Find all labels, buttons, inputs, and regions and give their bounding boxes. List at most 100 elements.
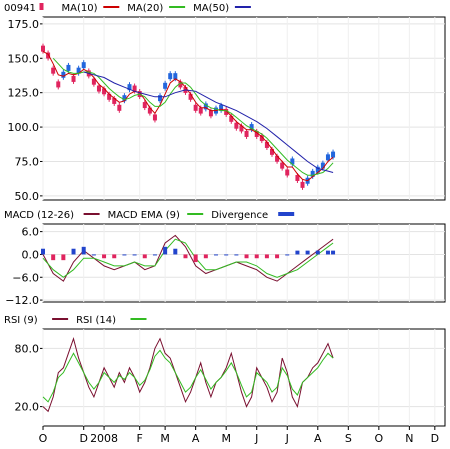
rsi-panel: 80.0 20.0 RSI (9) RSI (14) (4, 315, 446, 427)
candle-body (61, 71, 66, 78)
candle-body (295, 174, 300, 181)
divergence-bar (41, 248, 45, 255)
candle-body (275, 155, 280, 162)
legend-label: MACD (12-26) (4, 210, 74, 221)
divergence-bar (224, 254, 229, 256)
candle-body (264, 141, 269, 148)
y-tick-label: 175.0 (8, 18, 40, 31)
candle-body (168, 73, 173, 80)
candle-body (76, 67, 81, 74)
candle-body (142, 102, 147, 109)
divergence-bar (61, 254, 66, 261)
x-tick-label: F (137, 432, 143, 445)
bar-icon (278, 212, 295, 216)
candle-body (325, 154, 330, 161)
divergence-bar (81, 246, 86, 255)
candle-body (259, 135, 264, 142)
y-tick-label: 80.0 (15, 342, 40, 355)
candle-body (320, 162, 325, 169)
y-tick-label: −6.0 (12, 271, 39, 284)
candle-body (163, 82, 168, 89)
y-tick-label: 100.0 (8, 121, 40, 134)
divergence-bar (193, 254, 198, 263)
candle-body (132, 85, 137, 92)
candle-body (41, 45, 45, 52)
divergence-bar (315, 250, 320, 255)
candle-body (122, 95, 127, 102)
x-tick-label: J (285, 432, 289, 445)
candle-body (112, 97, 117, 104)
y-tick-label: 50.0 (15, 190, 40, 203)
series-line-ma-50- (83, 71, 334, 173)
x-tick-label: D (431, 432, 439, 445)
divergence-bar (173, 248, 178, 255)
series-line-macd-12-26- (42, 234, 334, 282)
x-tick-label: A (314, 432, 322, 445)
divergence-bar (142, 254, 147, 259)
divergence-bar (112, 254, 117, 259)
y-tick-label: 150.0 (8, 52, 40, 65)
candle-body (198, 107, 203, 114)
x-tick-label: M (221, 432, 231, 445)
candle-body (229, 115, 234, 122)
candle-body (310, 170, 315, 177)
x-tick-label: M (160, 432, 170, 445)
candle-body (173, 73, 178, 80)
divergence-bar (285, 254, 290, 256)
candle-body (178, 81, 183, 88)
candle-body (208, 110, 213, 117)
divergence-bar (295, 250, 300, 255)
candle-body (66, 64, 71, 71)
candle-body (46, 52, 51, 59)
candle-body (280, 162, 285, 169)
series-line-rsi-9- (42, 336, 334, 413)
x-tick-label: N (405, 432, 413, 445)
y-tick-label: 20.0 (15, 401, 40, 414)
candle-body (203, 103, 208, 110)
divergence-bar (102, 254, 107, 259)
divergence-bar (122, 254, 127, 256)
x-tick-label: J (254, 432, 258, 445)
candle-body (315, 166, 320, 173)
candle-body (234, 122, 239, 129)
divergence-bar (132, 254, 137, 256)
divergence-bar (71, 248, 76, 255)
candle-body (102, 88, 107, 95)
candle-body (224, 108, 229, 115)
candle-body (269, 148, 274, 155)
legend-label: RSI (9) (4, 315, 38, 326)
candle-body (254, 130, 259, 137)
x-tick-label: 2008 (90, 432, 118, 445)
candle-body (158, 95, 163, 102)
y-tick-label: 125.0 (8, 87, 40, 100)
plot-frame (42, 223, 446, 303)
divergence-bar (51, 254, 56, 261)
legend-label: RSI (14) (76, 315, 116, 326)
candle-body (285, 169, 290, 176)
candle-body (51, 67, 56, 74)
plot-frame (42, 16, 446, 201)
legend-label: MA(50) (193, 3, 229, 14)
candle-icon (39, 3, 44, 10)
price-panel: 175.0 150.0 125.0 100.0 75.0 50.0 00941 MA(10) M… (4, 3, 446, 203)
candle-body (300, 181, 305, 188)
candle-body (188, 93, 193, 100)
candle-body (96, 85, 101, 92)
divergence-bar (183, 254, 188, 259)
x-axis: O D 2008 F M A M J J A S O N D (39, 426, 439, 445)
candle-body (244, 130, 249, 137)
legend-label: MACD EMA (9) (108, 210, 180, 221)
x-tick-label: O (39, 432, 48, 445)
candle-body (193, 104, 198, 111)
candle-body (81, 62, 86, 69)
plot-frame (42, 328, 446, 427)
divergence-bar (331, 250, 336, 255)
legend-label: Divergence (211, 210, 268, 221)
y-tick-label: 0.0 (22, 248, 40, 261)
y-tick-label: −12.0 (5, 294, 39, 307)
candle-body (56, 81, 61, 88)
candle-body (127, 84, 132, 91)
x-tick-label: S (345, 432, 352, 445)
y-tick-label: 6.0 (22, 226, 40, 239)
